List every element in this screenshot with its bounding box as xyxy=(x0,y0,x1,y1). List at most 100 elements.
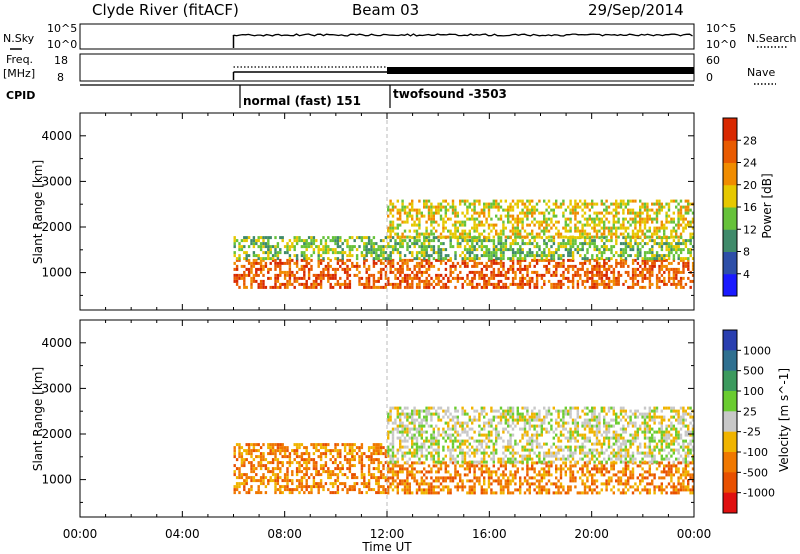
echo-cell xyxy=(583,202,587,206)
echo-cell xyxy=(497,409,500,413)
echo-cell xyxy=(636,257,640,261)
echo-cell xyxy=(483,439,486,443)
echo-cell xyxy=(401,239,404,243)
echo-cell xyxy=(641,473,644,477)
echo-cell xyxy=(535,454,539,458)
echo-cell xyxy=(336,239,340,243)
echo-cell xyxy=(648,467,651,471)
echo-cell xyxy=(648,488,651,492)
echo-cell xyxy=(454,415,457,419)
echo-cell xyxy=(600,251,604,255)
echo-cell xyxy=(629,235,632,239)
echo-cell xyxy=(391,427,395,431)
echo-cell xyxy=(379,251,383,255)
echo-cell xyxy=(595,257,599,261)
echo-cell xyxy=(550,285,553,289)
echo-cell xyxy=(497,433,500,437)
echo-cell xyxy=(250,455,253,459)
echo-cell xyxy=(600,270,604,274)
echo-cell xyxy=(555,251,558,255)
echo-cell xyxy=(564,208,567,212)
echo-cell xyxy=(480,276,484,280)
echo-cell xyxy=(507,460,510,464)
echo-cell xyxy=(243,461,246,465)
echo-cell xyxy=(490,282,493,286)
echo-cell xyxy=(567,254,570,258)
echo-cell xyxy=(555,273,558,277)
echo-cell xyxy=(262,264,265,268)
echo-cell xyxy=(459,220,462,224)
echo-cell xyxy=(598,211,601,215)
echo-cell xyxy=(533,451,536,455)
echo-cell xyxy=(516,223,519,227)
echo-cell xyxy=(667,464,671,468)
echo-cell xyxy=(658,461,661,465)
echo-cell xyxy=(547,251,551,255)
echo-cell xyxy=(658,279,661,283)
echo-cell xyxy=(533,427,536,431)
echo-cell xyxy=(639,242,642,246)
echo-cell xyxy=(250,476,253,480)
echo-cell xyxy=(641,479,644,483)
echo-cell xyxy=(449,454,452,458)
echo-cell xyxy=(255,239,258,243)
echo-cell xyxy=(521,406,524,410)
echo-cell xyxy=(516,267,520,271)
echo-cell xyxy=(377,270,380,274)
echo-cell xyxy=(310,282,313,286)
echo-cell xyxy=(238,446,241,450)
echo-cell xyxy=(442,476,445,480)
echo-cell xyxy=(423,491,426,495)
echo-cell xyxy=(557,282,560,286)
echo-cell xyxy=(679,199,683,203)
echo-cell xyxy=(679,257,683,261)
echo-cell xyxy=(516,235,519,239)
echo-cell xyxy=(636,476,639,480)
echo-cell xyxy=(533,470,536,474)
echo-cell xyxy=(499,251,503,255)
echo-cell xyxy=(459,199,462,203)
echo-cell xyxy=(348,279,352,283)
echo-cell xyxy=(401,430,404,434)
echo-cell xyxy=(672,199,675,203)
echo-cell xyxy=(624,464,627,468)
echo-cell xyxy=(425,254,428,258)
echo-cell xyxy=(519,264,522,268)
echo-cell xyxy=(519,454,522,458)
echo-cell xyxy=(437,245,440,249)
echo-cell xyxy=(406,415,409,419)
echo-cell xyxy=(670,464,673,468)
echo-cell xyxy=(600,226,603,230)
echo-cell xyxy=(365,254,368,258)
echo-cell xyxy=(622,242,625,246)
echo-cell xyxy=(406,245,409,249)
echo-cell xyxy=(677,245,680,249)
echo-cell xyxy=(411,217,414,221)
echo-cell xyxy=(432,214,435,218)
echo-cell xyxy=(377,491,380,495)
echo-cell xyxy=(521,258,524,262)
echo-cell xyxy=(497,202,500,206)
echo-cell xyxy=(478,479,481,483)
echo-cell xyxy=(509,242,512,246)
echo-cell xyxy=(415,418,419,422)
echo-cell xyxy=(343,282,347,286)
echo-cell xyxy=(660,476,663,480)
echo-cell xyxy=(279,491,282,495)
echo-cell xyxy=(543,258,546,262)
echo-cell xyxy=(641,211,644,215)
echo-cell xyxy=(550,445,553,449)
echo-cell xyxy=(235,267,239,271)
echo-cell xyxy=(507,442,510,446)
echo-cell xyxy=(617,226,620,230)
echo-cell xyxy=(463,439,467,443)
echo-cell xyxy=(567,223,570,227)
echo-cell xyxy=(495,439,498,443)
echo-cell xyxy=(430,211,433,215)
echo-cell xyxy=(603,245,606,249)
echo-cell xyxy=(538,223,541,227)
echo-cell xyxy=(372,245,376,249)
echo-cell xyxy=(646,476,649,480)
echo-cell xyxy=(375,257,378,261)
echo-cell xyxy=(312,467,316,471)
